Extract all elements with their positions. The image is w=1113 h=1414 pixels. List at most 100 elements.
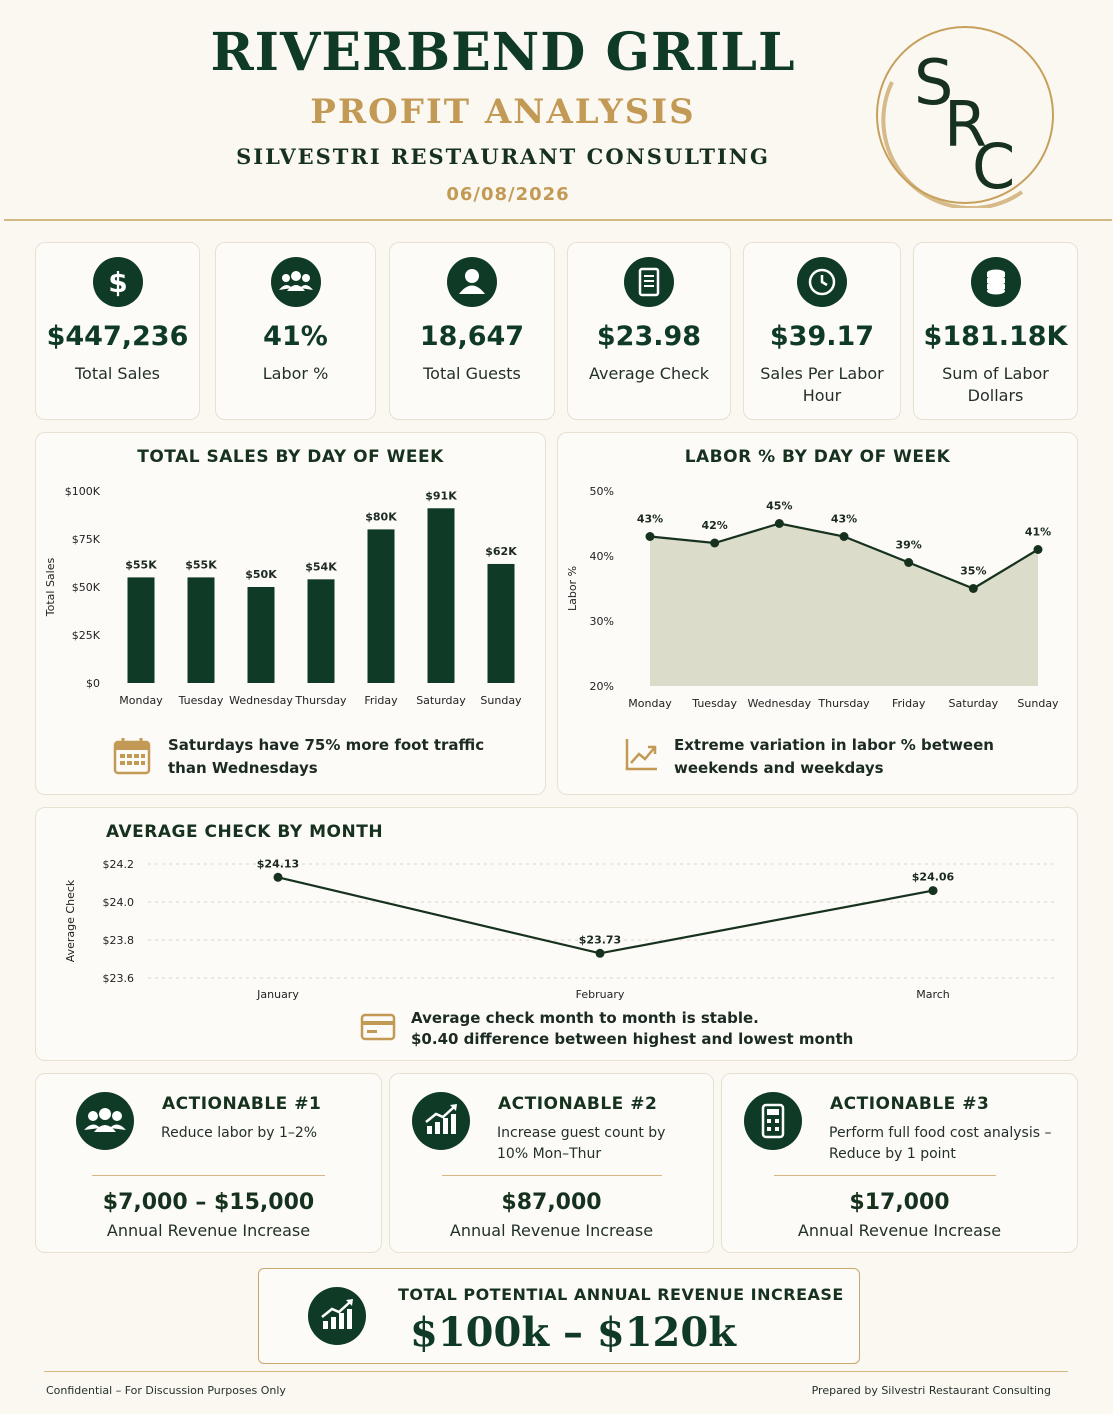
y-tick-label: $0 <box>86 677 100 690</box>
page-title: RIVERBEND GRILL <box>210 22 796 83</box>
actionable-card-1: ACTIONABLE #1 Reduce labor by 1–2% $7,00… <box>35 1073 382 1253</box>
y-tick-label: 50% <box>590 485 614 498</box>
actionable-card-3: ACTIONABLE #3 Perform full food cost ana… <box>721 1073 1078 1253</box>
data-label: $24.13 <box>257 857 299 870</box>
receipt-icon <box>624 257 674 307</box>
kpi-value: $181.18K <box>923 321 1068 352</box>
people-icon <box>270 257 321 307</box>
x-tick-label: February <box>576 988 625 1001</box>
report-date: 06/08/2026 <box>446 184 570 205</box>
dollar-icon: $ <box>92 257 143 307</box>
clock-icon <box>797 257 847 307</box>
svg-text:C: C <box>972 130 1015 203</box>
data-label: $55K <box>125 558 157 571</box>
data-point <box>904 558 914 567</box>
y-axis-label: Total Sales <box>44 558 57 618</box>
y-tick-label: $75K <box>72 533 101 546</box>
bar <box>367 529 395 683</box>
actionable-title: ACTIONABLE #3 <box>830 1094 990 1114</box>
sales-insight: Saturdays have 75% more foot traffic tha… <box>168 736 485 777</box>
data-label: $80K <box>365 510 397 523</box>
bar <box>487 563 515 683</box>
kpi-label: Average Check <box>588 364 709 383</box>
actionable-description: Reduce labor by 1–2% <box>161 1125 318 1141</box>
footer-right: Prepared by Silvestri Restaurant Consult… <box>811 1384 1051 1397</box>
kpi-label: Total Guests <box>423 364 521 383</box>
kpi-label: Labor % <box>262 364 329 383</box>
kpi-card-total-guests: 18,647 Total Guests <box>389 242 555 420</box>
data-label: $54K <box>305 560 337 573</box>
data-label: 45% <box>766 500 792 513</box>
x-tick-label: Tuesday <box>178 694 224 707</box>
y-tick-label: $23.8 <box>103 934 135 947</box>
src-logo: S R C <box>872 22 1058 211</box>
chart-title: TOTAL SALES BY DAY OF WEEK <box>137 447 444 467</box>
kpi-value: 41% <box>263 321 328 352</box>
kpi-card-total-sales: $ $447,236 Total Sales <box>35 242 200 420</box>
y-tick-label: $25K <box>72 629 101 642</box>
person-icon <box>447 257 497 307</box>
kpi-value: $447,236 <box>46 321 189 352</box>
kpi-value: 18,647 <box>419 321 525 352</box>
data-point <box>273 872 283 882</box>
data-label: $91K <box>425 489 457 502</box>
kpi-card-labor-percent: 41% Labor % <box>215 242 376 420</box>
actionable-value-label: Annual Revenue Increase <box>106 1221 311 1240</box>
header-divider <box>4 219 1112 221</box>
actionable-description: Increase guest count by 10% Mon–Thur <box>497 1125 666 1162</box>
data-label: $23.73 <box>579 933 621 946</box>
x-tick-label: Friday <box>364 694 398 707</box>
kpi-card-sales-per-labor-hour: $39.17 Sales Per Labor Hour <box>743 242 901 420</box>
kpi-label: Sum of Labor Dollars <box>942 364 1049 405</box>
page-subtitle: PROFIT ANALYSIS <box>310 92 696 132</box>
chart-title: AVERAGE CHECK BY MONTH <box>106 822 384 842</box>
x-tick-label: Wednesday <box>747 697 811 710</box>
y-tick-label: 30% <box>590 615 614 628</box>
y-tick-label: 40% <box>590 550 614 563</box>
card-divider <box>442 1175 662 1176</box>
x-tick-label: Monday <box>628 697 672 710</box>
footer-left: Confidential – For Discussion Purposes O… <box>46 1384 286 1397</box>
chart-title: LABOR % BY DAY OF WEEK <box>684 447 951 467</box>
trend-up-icon <box>624 736 660 772</box>
labor-insight: Extreme variation in labor % between wee… <box>674 736 994 777</box>
coins-icon <box>970 257 1021 307</box>
x-tick-label: Thursday <box>817 697 870 710</box>
company-name: SILVESTRI RESTAURANT CONSULTING <box>236 144 770 169</box>
data-label: 42% <box>701 519 727 532</box>
y-axis-label: Average Check <box>64 879 77 962</box>
sales-bar-chart: $0 $25K $50K $75K $100K Total Sales $55K Monday… <box>44 485 522 707</box>
data-label: 43% <box>831 513 857 526</box>
actionable-title: ACTIONABLE #1 <box>162 1094 322 1114</box>
y-tick-label: 20% <box>590 680 614 693</box>
y-axis-label: Labor % <box>566 566 579 611</box>
x-tick-label: Monday <box>119 694 163 707</box>
total-revenue-box: TOTAL POTENTIAL ANNUAL REVENUE INCREASE … <box>258 1268 860 1364</box>
x-tick-label: Sunday <box>480 694 522 707</box>
actionable-value: $17,000 <box>849 1190 950 1215</box>
card-divider <box>774 1175 996 1176</box>
x-tick-label: Tuesday <box>691 697 737 710</box>
x-tick-label: Saturday <box>416 694 466 707</box>
data-label: $50K <box>245 568 277 581</box>
y-tick-label: $50K <box>72 581 101 594</box>
actionable-value-label: Annual Revenue Increase <box>797 1221 1002 1240</box>
credit-card-icon <box>360 1012 396 1042</box>
y-tick-label: $100K <box>65 485 101 498</box>
growth-chart-icon <box>412 1092 470 1150</box>
data-label: $62K <box>485 545 517 558</box>
x-tick-label: January <box>256 988 299 1001</box>
growth-chart-icon <box>308 1287 366 1345</box>
data-point <box>774 519 784 528</box>
card-divider <box>92 1175 325 1176</box>
y-tick-label: $24.2 <box>103 858 135 871</box>
labor-area-chart: 20% 30% 40% 50% Labor % 43% Monday 42% Tuesday 45… <box>566 485 1059 710</box>
svg-text:R: R <box>944 88 987 161</box>
kpi-label: Total Sales <box>74 364 161 383</box>
average-check-panel: AVERAGE CHECK BY MONTH $23.6 $23.8 $24.0 $2… <box>35 807 1078 1061</box>
total-label: TOTAL POTENTIAL ANNUAL REVENUE INCREASE <box>398 1285 844 1304</box>
svg-text:S: S <box>914 46 953 119</box>
bar <box>307 579 335 683</box>
actionable-value: $7,000 – $15,000 <box>102 1190 315 1215</box>
svg-text:$: $ <box>108 266 127 299</box>
